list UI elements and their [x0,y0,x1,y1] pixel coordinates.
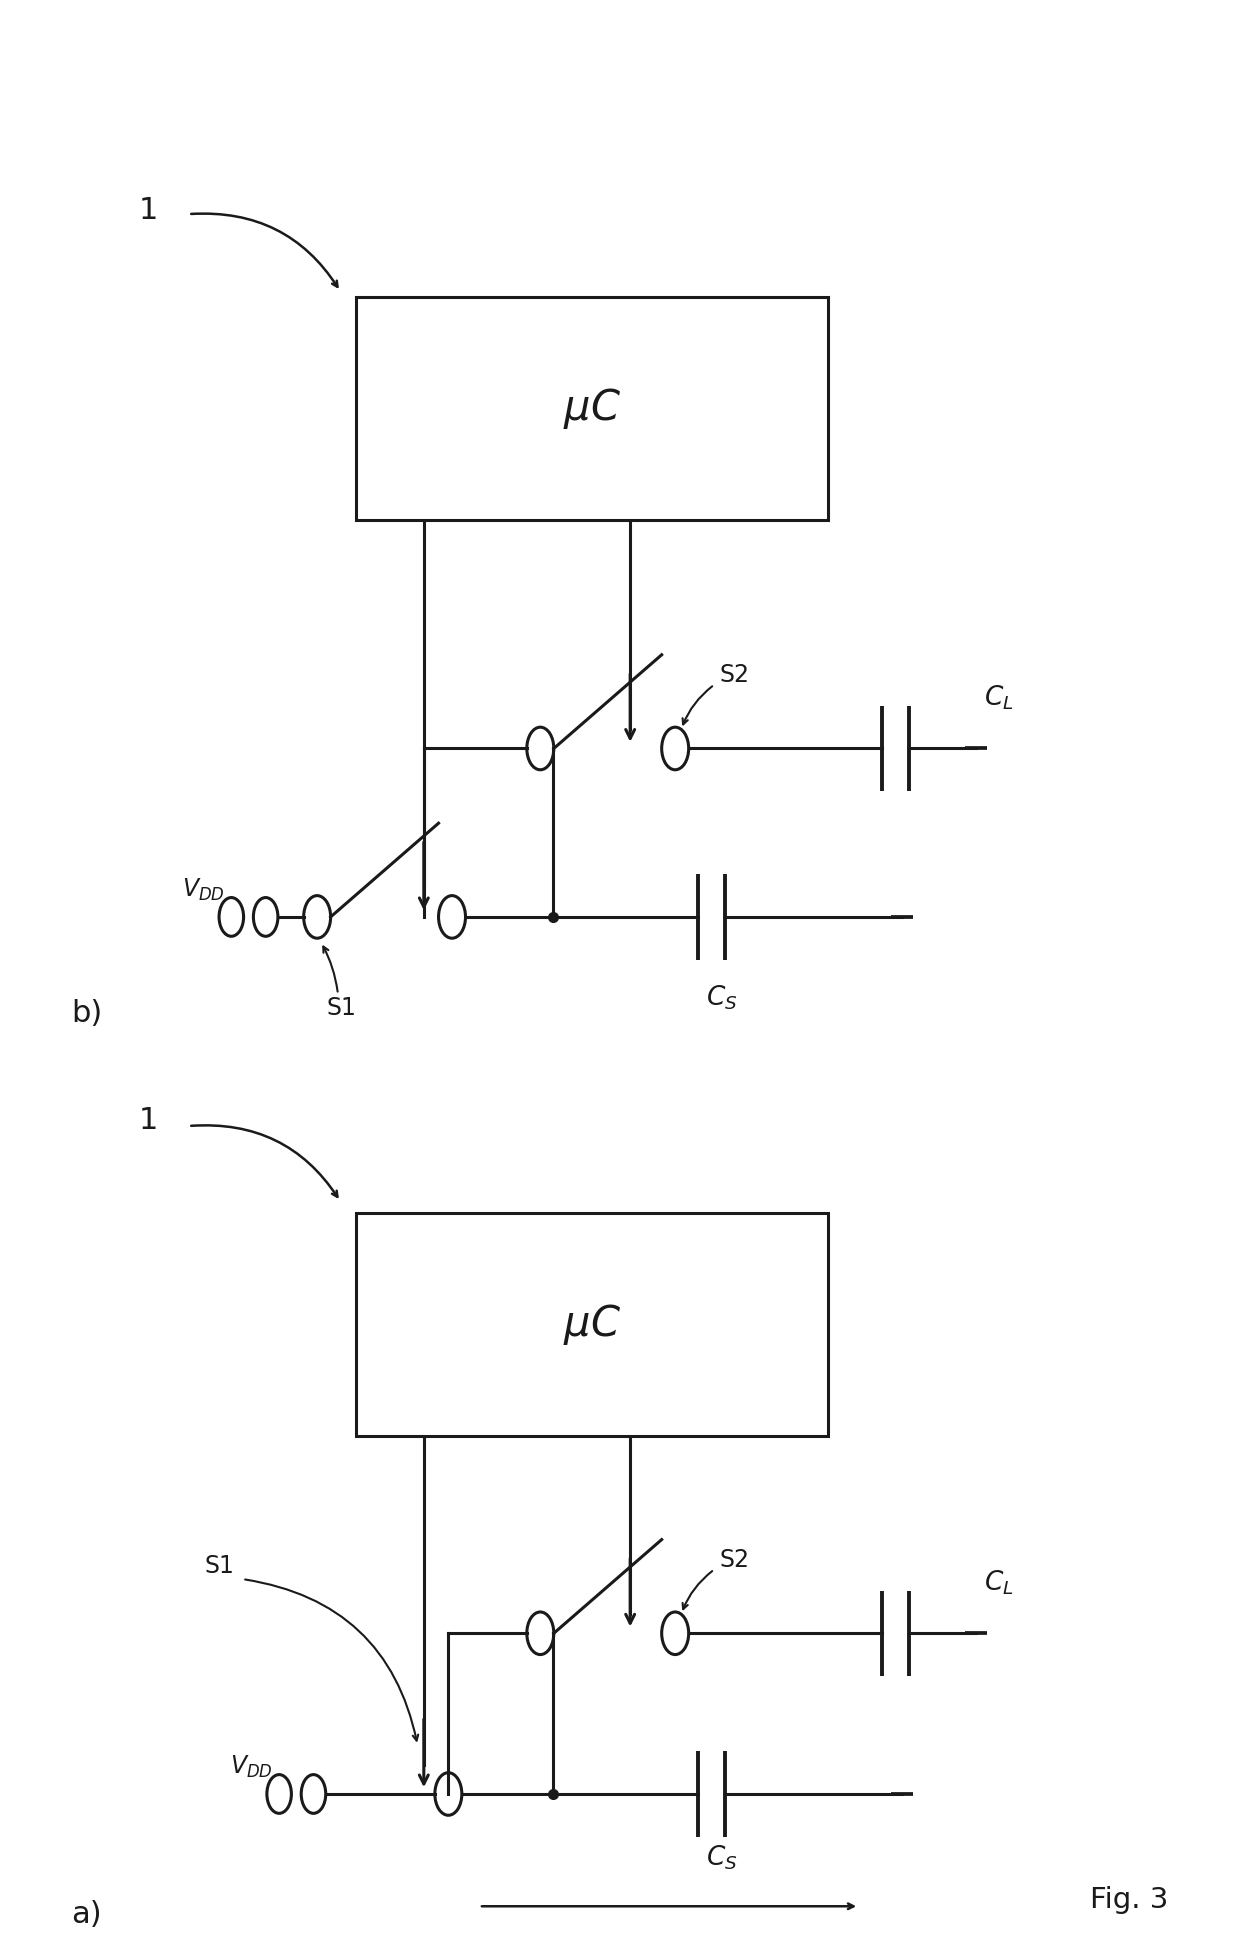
Text: b): b) [71,998,102,1028]
Text: S2: S2 [719,663,749,686]
Text: $\mu C$: $\mu C$ [563,386,621,431]
Text: $\mu C$: $\mu C$ [563,1303,621,1347]
Text: $V_{DD}$: $V_{DD}$ [182,878,226,903]
Text: 1: 1 [138,1106,157,1135]
Text: S2: S2 [719,1548,749,1572]
Text: $V_{DD}$: $V_{DD}$ [231,1753,273,1780]
Bar [356,296,828,521]
Text: $C_S$: $C_S$ [706,985,738,1012]
Text: S1: S1 [326,996,357,1020]
Bar [356,1213,828,1435]
Text: $C_L$: $C_L$ [985,684,1014,712]
Text: 1: 1 [138,195,157,224]
Text: $C_S$: $C_S$ [706,1843,738,1872]
Text: S1: S1 [205,1554,234,1578]
Text: $C_L$: $C_L$ [985,1568,1014,1597]
Text: a): a) [72,1899,102,1929]
Text: Fig. 3: Fig. 3 [1090,1886,1168,1915]
